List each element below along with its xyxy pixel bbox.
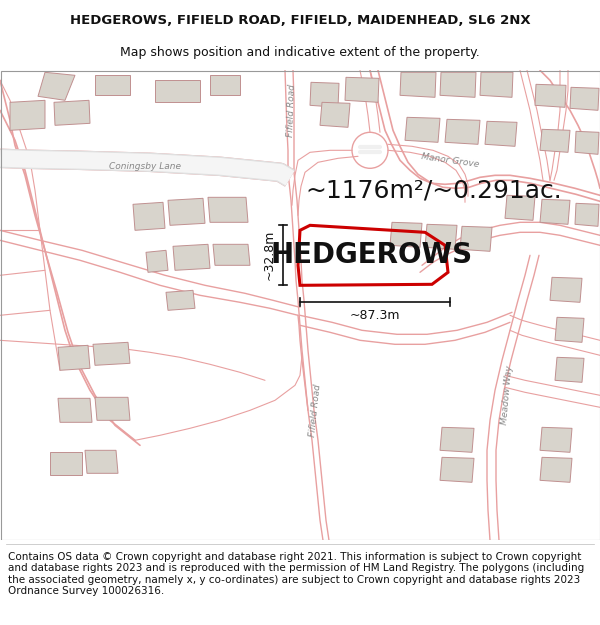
Polygon shape [173,244,210,270]
Text: Coningsby Lane: Coningsby Lane [109,162,181,171]
Polygon shape [58,345,90,370]
Text: Manor Grove: Manor Grove [421,152,479,169]
Polygon shape [310,82,339,107]
Polygon shape [166,290,195,310]
Polygon shape [540,199,570,224]
Polygon shape [570,88,599,110]
Polygon shape [405,118,440,142]
Polygon shape [400,72,436,98]
Polygon shape [540,129,570,152]
Polygon shape [85,450,118,473]
Polygon shape [38,72,75,100]
Polygon shape [390,222,422,248]
Polygon shape [575,203,599,226]
Polygon shape [425,224,457,249]
Polygon shape [213,244,250,265]
Polygon shape [50,452,82,475]
Text: ~1176m²/~0.291ac.: ~1176m²/~0.291ac. [305,178,562,202]
Polygon shape [440,428,474,452]
Polygon shape [146,250,168,272]
Text: HEDGEROWS, FIFIELD ROAD, FIFIELD, MAIDENHEAD, SL6 2NX: HEDGEROWS, FIFIELD ROAD, FIFIELD, MAIDEN… [70,14,530,28]
Polygon shape [555,318,584,342]
Text: HEDGEROWS: HEDGEROWS [271,241,473,269]
Polygon shape [440,72,476,98]
Polygon shape [54,100,90,125]
Text: ~87.3m: ~87.3m [350,309,400,322]
Polygon shape [93,342,130,365]
Polygon shape [540,458,572,482]
Polygon shape [440,458,474,482]
Polygon shape [210,75,240,95]
Polygon shape [460,226,492,251]
Polygon shape [95,75,130,95]
Polygon shape [575,131,599,154]
Text: Meadow Way: Meadow Way [500,365,514,426]
Text: Fifield Road: Fifield Road [308,384,322,437]
Polygon shape [550,278,582,302]
Polygon shape [95,398,130,420]
Text: Contains OS data © Crown copyright and database right 2021. This information is : Contains OS data © Crown copyright and d… [8,552,584,596]
Polygon shape [320,102,350,127]
Polygon shape [480,72,513,98]
Polygon shape [485,121,517,146]
Polygon shape [555,357,584,382]
Polygon shape [535,84,566,107]
Polygon shape [208,198,248,222]
Text: ~32.8m: ~32.8m [263,230,276,281]
Text: Map shows position and indicative extent of the property.: Map shows position and indicative extent… [120,46,480,59]
Polygon shape [155,80,200,102]
Polygon shape [540,428,572,452]
Text: Fifield Road: Fifield Road [286,84,296,137]
Polygon shape [168,198,205,225]
Polygon shape [58,398,92,422]
Polygon shape [445,119,480,144]
Polygon shape [10,100,45,130]
Polygon shape [133,202,165,230]
Polygon shape [345,78,379,102]
Polygon shape [505,195,535,220]
